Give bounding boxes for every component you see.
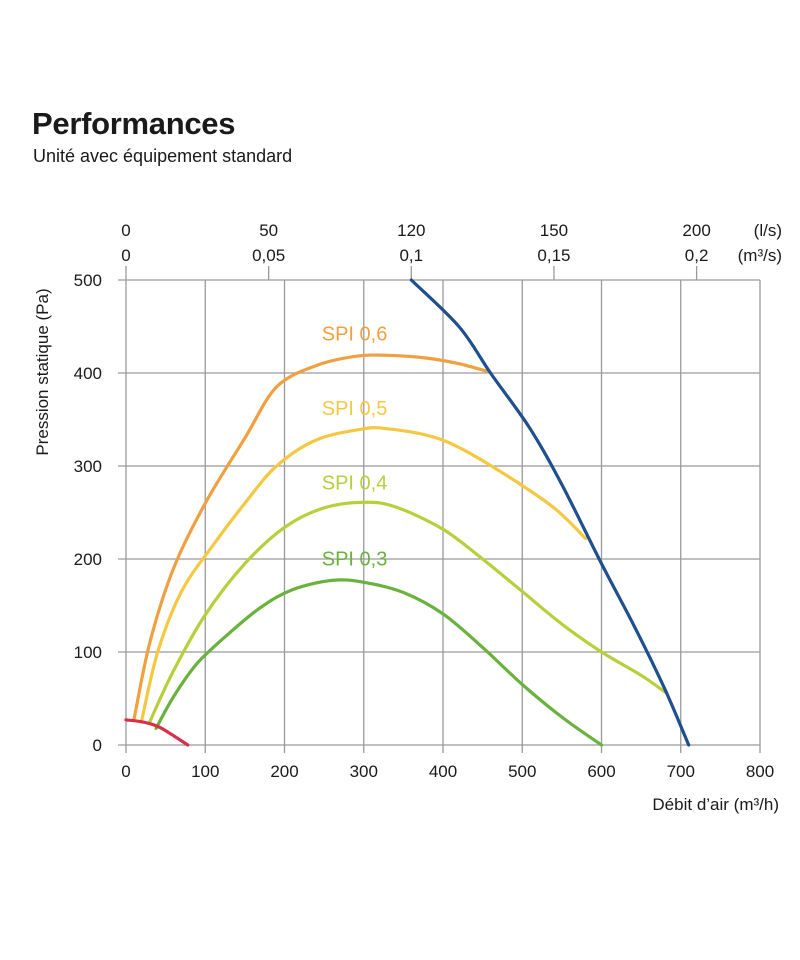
top-axis-ls-tick-label: 150	[540, 221, 568, 240]
top-axis-m3s-tick-label: 0,2	[685, 246, 709, 265]
x-axis-title: Débit d’air (m³/h)	[652, 795, 779, 814]
page-title: Performances	[32, 106, 236, 141]
series-label: SPI 0,5	[322, 398, 388, 420]
x-tick-label: 600	[587, 762, 615, 781]
curve-spi-0-3	[154, 578, 604, 747]
x-tick-label: 700	[667, 762, 695, 781]
series-label: SPI 0,4	[322, 472, 388, 494]
y-tick-label: 500	[74, 271, 102, 290]
top-axis-m3s-tick-label: 0,05	[252, 246, 285, 265]
curve-spi-0-4	[148, 500, 667, 724]
y-tick-label: 300	[74, 457, 102, 476]
top-axis-ls-tick-label: 200	[682, 221, 710, 240]
x-tick-label: 800	[746, 762, 774, 781]
top-axis-ls-unit: (l/s)	[754, 221, 782, 240]
curve-unnamed-4	[409, 278, 691, 747]
top-axis-m3s-tick-label: 0	[121, 246, 130, 265]
curve-spi-0-5	[140, 426, 588, 722]
y-tick-label: 100	[74, 643, 102, 662]
top-axis-ls-tick-label: 120	[397, 221, 425, 240]
x-tick-label: 100	[191, 762, 219, 781]
curve-unnamed-5	[124, 718, 190, 747]
x-tick-label: 300	[350, 762, 378, 781]
y-tick-label: 0	[93, 736, 102, 755]
chart-grid	[118, 266, 761, 753]
y-tick-label: 400	[74, 364, 102, 383]
x-tick-label: 200	[270, 762, 298, 781]
chart-curves	[124, 278, 691, 747]
x-tick-label: 0	[121, 762, 130, 781]
y-tick-label: 200	[74, 550, 102, 569]
top-axis-ls-tick-label: 50	[259, 221, 278, 240]
top-axis-ls-tick-label: 0	[121, 221, 130, 240]
page-subtitle: Unité avec équipement standard	[33, 146, 293, 166]
series-label: SPI 0,6	[322, 323, 388, 345]
top-axis-m3s-unit: (m³/s)	[738, 246, 782, 265]
top-axis-m3s-tick-label: 0,15	[537, 246, 570, 265]
curve-spi-0-6	[132, 353, 489, 722]
x-tick-label: 400	[429, 762, 457, 781]
top-axis-m3s-tick-label: 0,1	[399, 246, 423, 265]
y-axis-title: Pression statique (Pa)	[33, 288, 52, 455]
series-label: SPI 0,3	[322, 549, 388, 571]
chart-labels: 0 100 200 300 400 500 600 700 800010020030040050…	[74, 221, 782, 781]
x-tick-label: 500	[508, 762, 536, 781]
